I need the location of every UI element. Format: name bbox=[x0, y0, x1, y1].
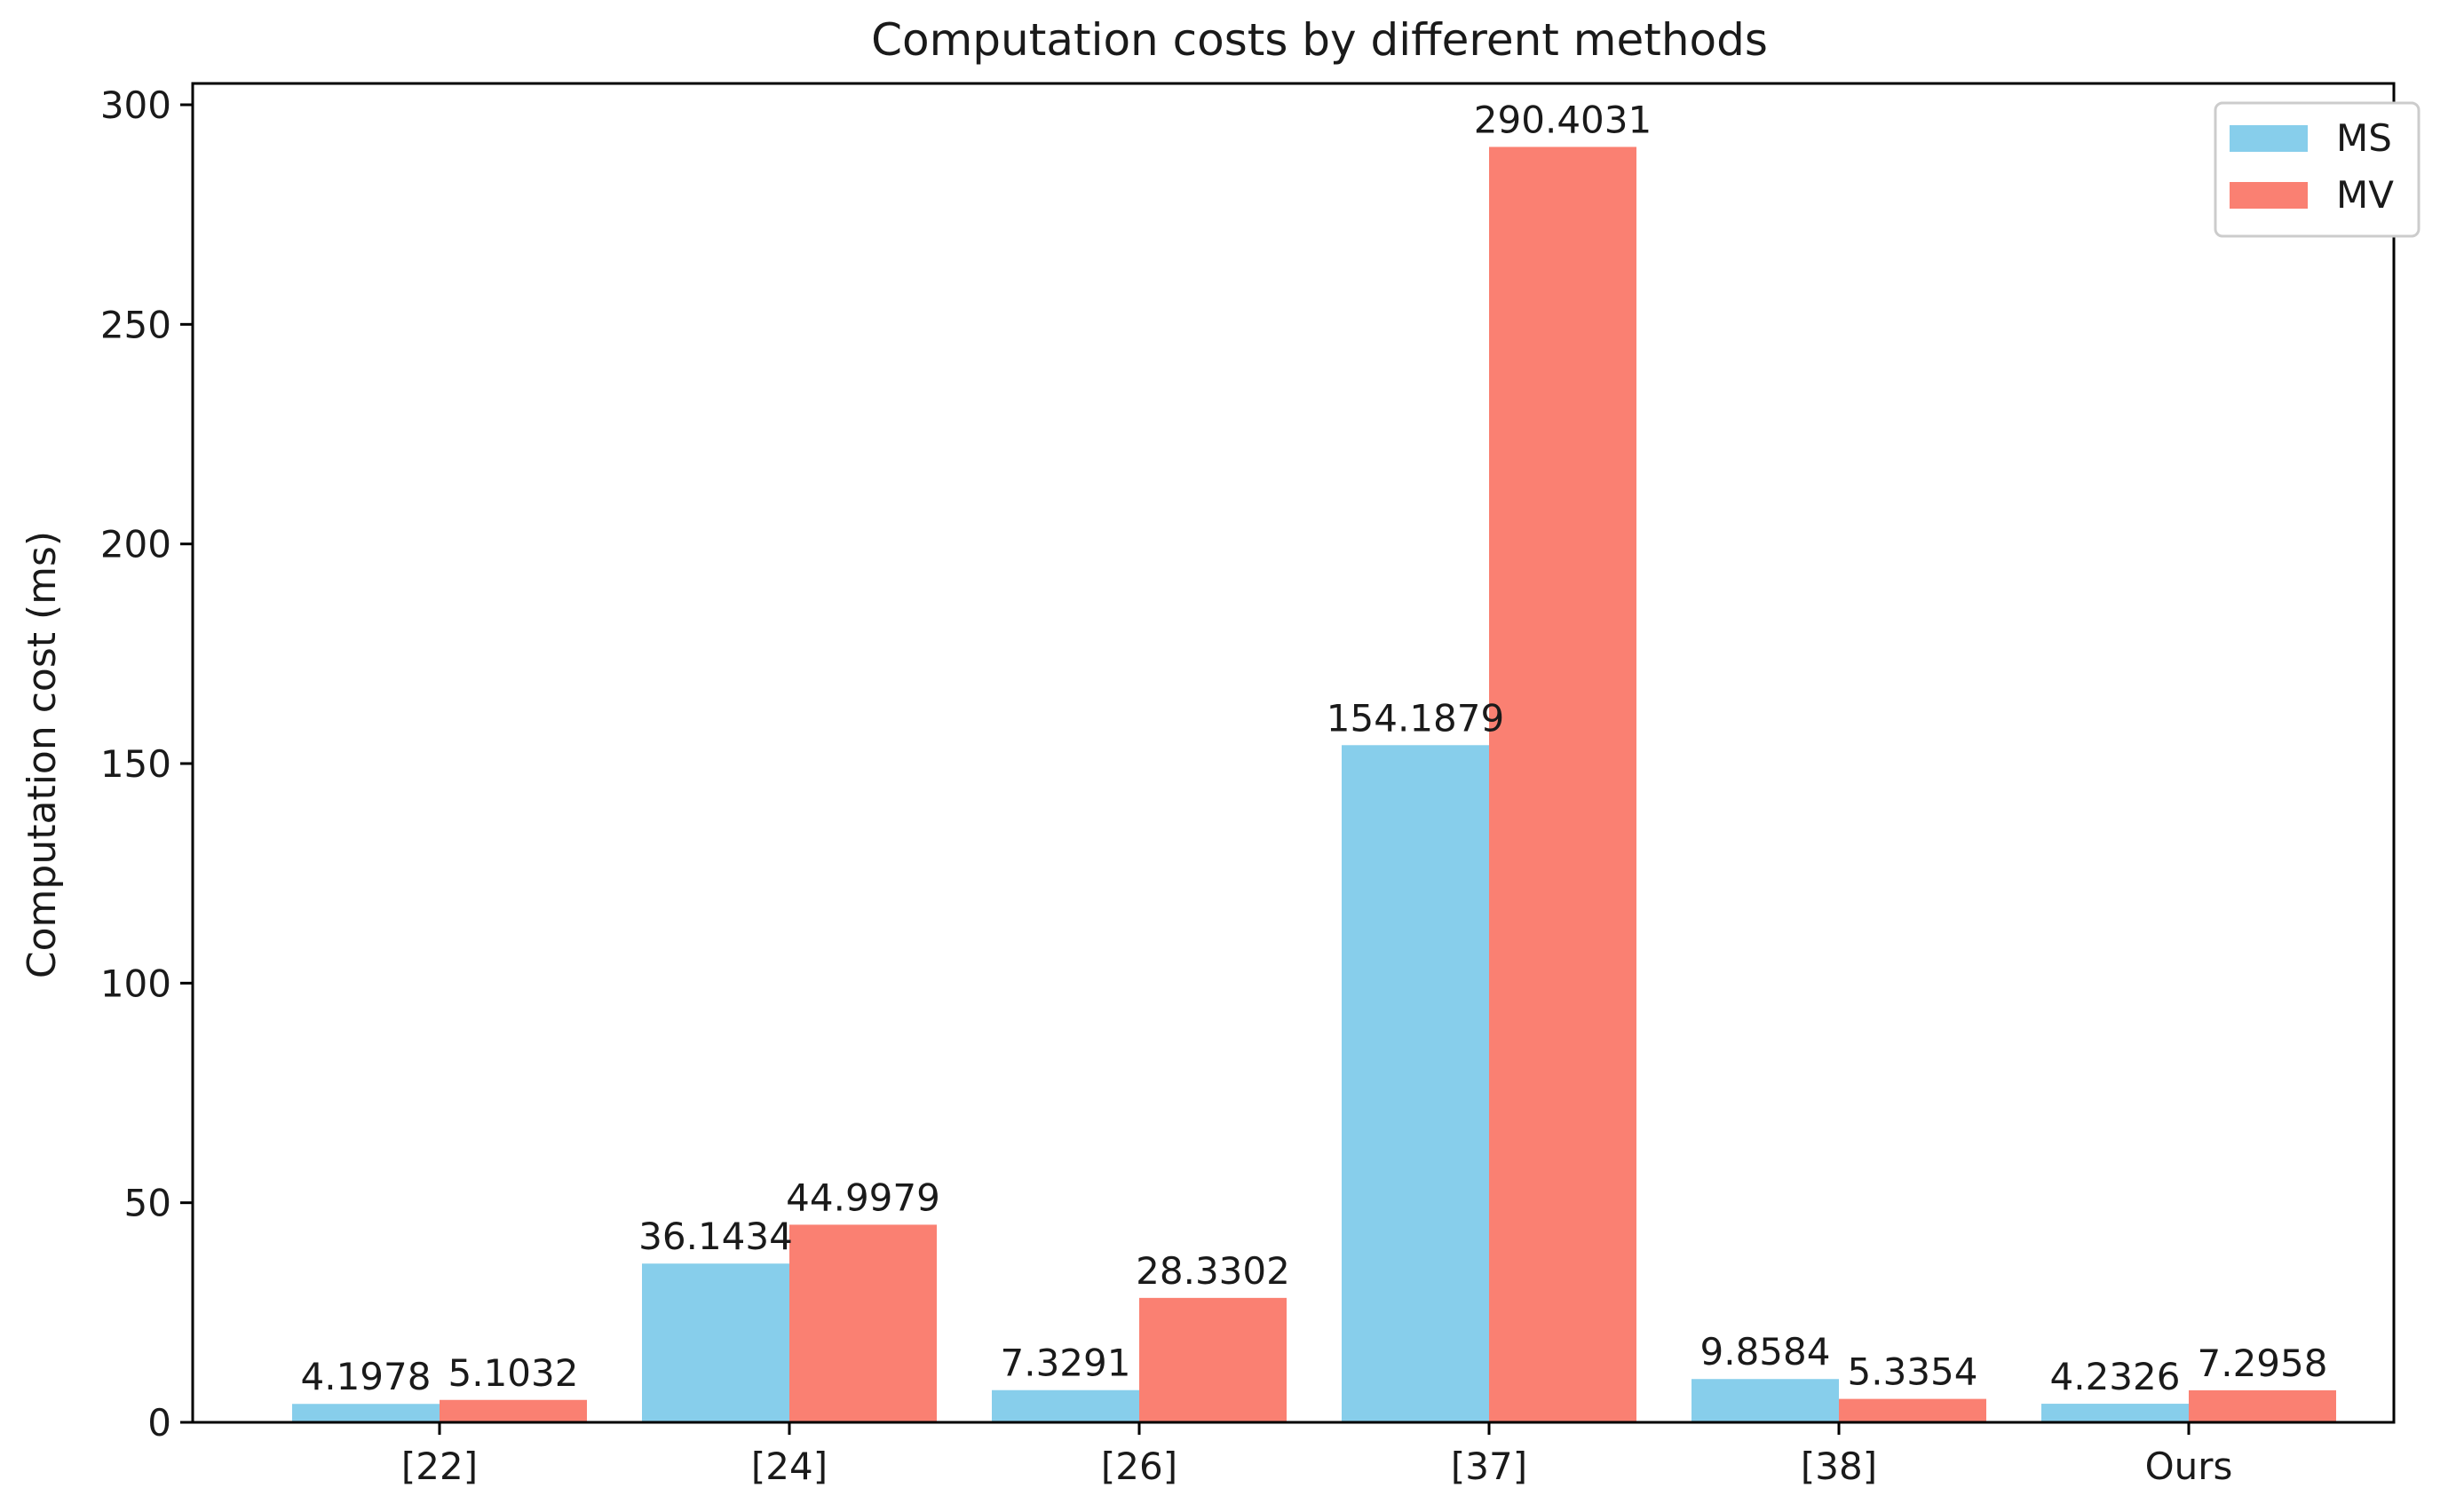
legend-label-ms: MS bbox=[2336, 116, 2392, 160]
plot-frame bbox=[191, 82, 2396, 1424]
bar-ms-2 bbox=[992, 1389, 1139, 1422]
bar-mv-5 bbox=[2189, 1389, 2336, 1422]
bar-mv-2 bbox=[1139, 1297, 1287, 1422]
value-label-ms-3: 154.1879 bbox=[1327, 696, 1504, 740]
value-label-ms-5: 4.2326 bbox=[2050, 1355, 2181, 1398]
value-label-mv-4: 5.3354 bbox=[1848, 1350, 1978, 1394]
bar-mv-4 bbox=[1839, 1398, 1986, 1422]
legend-label-mv: MV bbox=[2336, 173, 2394, 217]
y-tick-label: 0 bbox=[147, 1401, 171, 1445]
bars-layer bbox=[292, 146, 2336, 1423]
value-label-mv-5: 7.2958 bbox=[2198, 1342, 2328, 1385]
bar-ms-0 bbox=[292, 1404, 440, 1422]
legend: MS MV bbox=[2214, 101, 2420, 238]
y-tick-label: 50 bbox=[124, 1182, 171, 1225]
bar-ms-5 bbox=[2041, 1404, 2189, 1422]
value-label-ms-0: 4.1978 bbox=[301, 1355, 432, 1398]
bar-mv-3 bbox=[1489, 146, 1636, 1423]
y-axis-label: Computation cost (ms) bbox=[20, 531, 65, 978]
x-axis: [22] [24] [26] [37] [38] Ours bbox=[401, 1422, 2233, 1488]
y-tick-label: 200 bbox=[100, 523, 171, 566]
chart-title: Computation costs by different methods bbox=[871, 14, 1768, 66]
y-tick-label: 300 bbox=[100, 83, 171, 127]
y-tick-label: 250 bbox=[100, 303, 171, 346]
bar-ms-1 bbox=[642, 1263, 789, 1422]
x-tick-label: Ours bbox=[2145, 1445, 2233, 1488]
bar-mv-1 bbox=[789, 1224, 937, 1422]
y-tick-label: 150 bbox=[100, 742, 171, 786]
value-label-mv-0: 5.1032 bbox=[448, 1351, 579, 1395]
value-label-mv-2: 28.3302 bbox=[1136, 1249, 1290, 1293]
value-label-mv-3: 290.4031 bbox=[1474, 98, 1652, 141]
legend-swatch-mv bbox=[2230, 182, 2308, 209]
x-tick-label: [26] bbox=[1101, 1445, 1177, 1488]
bar-ms-3 bbox=[1342, 745, 1489, 1422]
value-label-ms-2: 7.3291 bbox=[1001, 1342, 1131, 1385]
x-tick-label: [37] bbox=[1451, 1445, 1527, 1488]
value-label-mv-1: 44.9979 bbox=[786, 1176, 940, 1219]
bar-ms-4 bbox=[1692, 1379, 1839, 1422]
y-axis: 0 50 100 150 200 250 300 bbox=[100, 83, 193, 1445]
y-tick-label: 100 bbox=[100, 962, 171, 1005]
bar-mv-0 bbox=[440, 1399, 587, 1422]
x-tick-label: [38] bbox=[1801, 1445, 1877, 1488]
x-tick-label: [24] bbox=[751, 1445, 828, 1488]
x-tick-label: [22] bbox=[401, 1445, 478, 1488]
value-label-ms-1: 36.1434 bbox=[638, 1215, 793, 1258]
legend-swatch-ms bbox=[2230, 125, 2308, 152]
value-label-ms-4: 9.8584 bbox=[1700, 1330, 1831, 1373]
